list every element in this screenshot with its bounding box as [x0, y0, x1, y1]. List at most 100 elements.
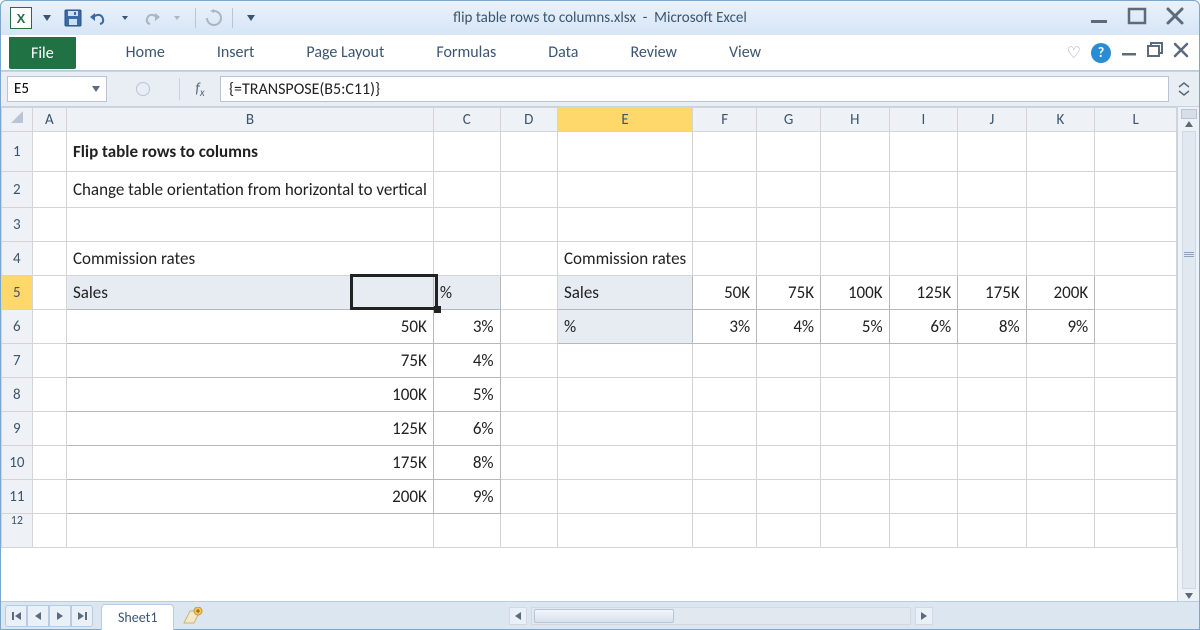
cell-L1[interactable]	[1095, 132, 1177, 172]
cell-G11[interactable]	[757, 480, 821, 514]
row-header-11[interactable]: 11	[2, 480, 33, 514]
cell-G7[interactable]	[757, 344, 821, 378]
cell-I7[interactable]	[889, 344, 958, 378]
save-icon[interactable]	[61, 6, 85, 30]
formula-expand-icon[interactable]	[1175, 82, 1193, 96]
col-header-I[interactable]: I	[889, 108, 958, 132]
cell-L5[interactable]	[1095, 276, 1177, 310]
cell-J4[interactable]	[958, 242, 1027, 276]
cell-D7[interactable]	[500, 344, 557, 378]
cell-I11[interactable]	[889, 480, 958, 514]
cell-I12[interactable]	[889, 514, 958, 548]
cell-C2[interactable]	[433, 172, 500, 208]
cell-D8[interactable]	[500, 378, 557, 412]
minimize-button[interactable]	[1089, 6, 1109, 31]
cell-F9[interactable]	[693, 412, 757, 446]
cell-C11[interactable]: 9%	[433, 480, 500, 514]
hscroll-thumb[interactable]	[534, 609, 674, 623]
fill-handle[interactable]	[434, 306, 441, 313]
cell-A7[interactable]	[32, 344, 66, 378]
row-header-12[interactable]: 12	[2, 514, 33, 548]
cell-I10[interactable]	[889, 446, 958, 480]
col-header-K[interactable]: K	[1026, 108, 1095, 132]
cell-K4[interactable]	[1026, 242, 1095, 276]
cell-L7[interactable]	[1095, 344, 1177, 378]
tab-page-layout[interactable]: Page Layout	[286, 35, 404, 70]
cell-D1[interactable]	[500, 132, 557, 172]
fx-icon[interactable]: fx	[186, 76, 214, 102]
row-header-6[interactable]: 6	[2, 310, 33, 344]
cell-A5[interactable]	[32, 276, 66, 310]
cell-G2[interactable]	[757, 172, 821, 208]
cell-B8[interactable]: 100K	[66, 378, 433, 412]
row-header-7[interactable]: 7	[2, 344, 33, 378]
cell-H2[interactable]	[821, 172, 890, 208]
cell-A2[interactable]	[32, 172, 66, 208]
cell-J3[interactable]	[958, 208, 1027, 242]
cell-E4[interactable]: Commission rates	[557, 242, 692, 276]
cell-A12[interactable]	[32, 514, 66, 548]
cell-J2[interactable]	[958, 172, 1027, 208]
scroll-down-icon[interactable]	[1185, 593, 1193, 599]
cell-F4[interactable]	[693, 242, 757, 276]
cell-H11[interactable]	[821, 480, 890, 514]
qat-customize-dropdown[interactable]	[239, 6, 263, 30]
cell-B7[interactable]: 75K	[66, 344, 433, 378]
cell-H3[interactable]	[821, 208, 890, 242]
cell-E1[interactable]	[557, 132, 692, 172]
cell-B1[interactable]: Flip table rows to columns	[66, 132, 433, 172]
vscroll-thumb[interactable]	[1184, 252, 1194, 260]
row-header-3[interactable]: 3	[2, 208, 33, 242]
col-header-B[interactable]: B	[66, 108, 433, 132]
cell-J12[interactable]	[958, 514, 1027, 548]
cell-C3[interactable]	[433, 208, 500, 242]
cell-H5[interactable]: 100K	[821, 276, 890, 310]
cell-B10[interactable]: 175K	[66, 446, 433, 480]
cell-E9[interactable]	[557, 412, 692, 446]
new-sheet-icon[interactable]	[180, 605, 206, 627]
cell-I2[interactable]	[889, 172, 958, 208]
cell-E10[interactable]	[557, 446, 692, 480]
cell-C8[interactable]: 5%	[433, 378, 500, 412]
redo-dropdown[interactable]	[165, 6, 189, 30]
cell-A4[interactable]	[32, 242, 66, 276]
cell-J6[interactable]: 8%	[958, 310, 1027, 344]
undo-icon[interactable]	[87, 6, 111, 30]
cell-F7[interactable]	[693, 344, 757, 378]
cell-D5[interactable]	[500, 276, 557, 310]
row-header-5[interactable]: 5	[2, 276, 33, 310]
cell-I8[interactable]	[889, 378, 958, 412]
cell-F5[interactable]: 50K	[693, 276, 757, 310]
cell-H10[interactable]	[821, 446, 890, 480]
cell-B4[interactable]: Commission rates	[66, 242, 433, 276]
cell-G1[interactable]	[757, 132, 821, 172]
cell-I1[interactable]	[889, 132, 958, 172]
hscroll-right-icon[interactable]	[915, 607, 933, 625]
cell-I3[interactable]	[889, 208, 958, 242]
sheet-tab[interactable]: Sheet1	[101, 604, 174, 630]
cell-E2[interactable]	[557, 172, 692, 208]
cell-E5[interactable]: Sales	[557, 276, 692, 310]
cell-F10[interactable]	[693, 446, 757, 480]
col-header-H[interactable]: H	[821, 108, 890, 132]
cell-G3[interactable]	[757, 208, 821, 242]
cell-G6[interactable]: 4%	[757, 310, 821, 344]
cell-H6[interactable]: 5%	[821, 310, 890, 344]
tab-nav-last-icon[interactable]	[71, 605, 93, 627]
select-all-corner[interactable]	[2, 108, 33, 132]
row-header-10[interactable]: 10	[2, 446, 33, 480]
cell-L6[interactable]	[1095, 310, 1177, 344]
col-header-G[interactable]: G	[757, 108, 821, 132]
cell-D6[interactable]	[500, 310, 557, 344]
help-icon[interactable]: ?	[1091, 43, 1111, 63]
cell-F3[interactable]	[693, 208, 757, 242]
cell-B2[interactable]: Change table orientation from horizontal…	[66, 172, 433, 208]
cell-L11[interactable]	[1095, 480, 1177, 514]
cell-E11[interactable]	[557, 480, 692, 514]
cell-L3[interactable]	[1095, 208, 1177, 242]
cell-L12[interactable]	[1095, 514, 1177, 548]
hscroll-track[interactable]	[531, 607, 911, 625]
grid[interactable]: ABCDEFGHIJKL1Flip table rows to columns2…	[1, 107, 1177, 601]
cell-K1[interactable]	[1026, 132, 1095, 172]
undo-dropdown[interactable]	[113, 6, 137, 30]
